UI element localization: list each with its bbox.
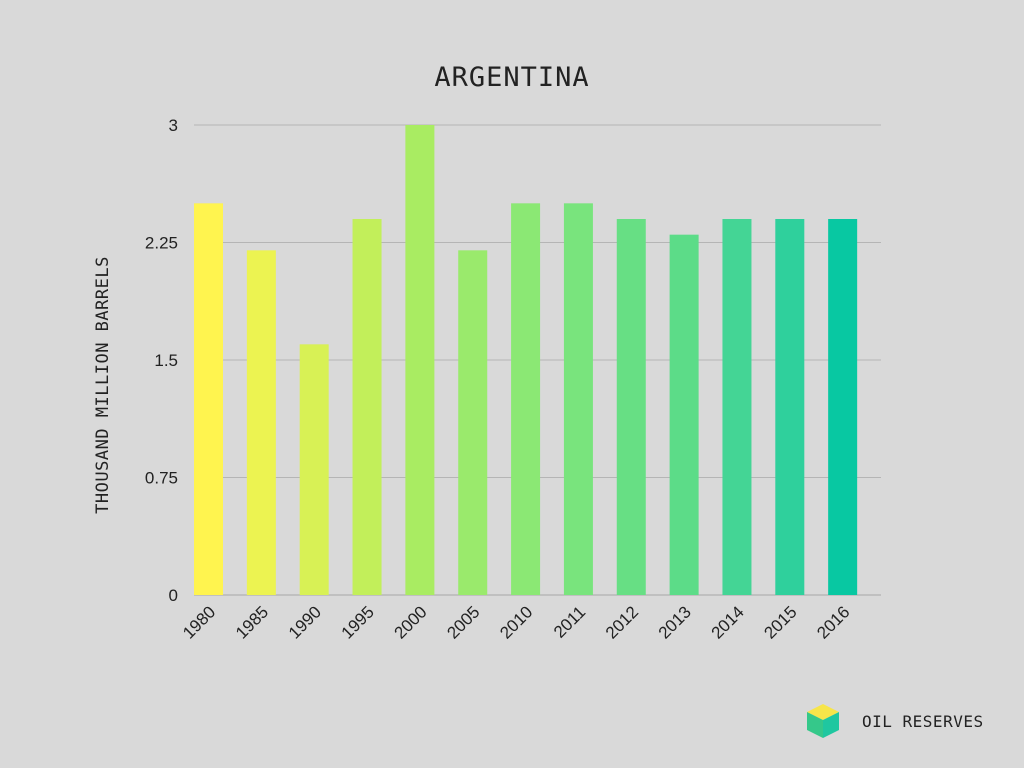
y-tick-label: 2.25 xyxy=(145,234,178,253)
bar-2012 xyxy=(616,219,646,595)
bar-2014 xyxy=(722,219,752,595)
bar-2013 xyxy=(669,234,699,595)
bar-1985 xyxy=(246,250,276,596)
y-tick-label: 1.5 xyxy=(154,351,178,370)
bar-1995 xyxy=(352,219,382,595)
y-tick-label: 0.75 xyxy=(145,469,178,488)
bar-2016 xyxy=(828,219,858,595)
y-tick-label: 0 xyxy=(169,586,178,605)
x-tick-label: 2013 xyxy=(655,602,695,642)
x-axis-ticks: 1980 1985 1990 1995 2000 2005 2010 2011 2012 2013… xyxy=(179,602,853,642)
x-tick-label: 2005 xyxy=(443,602,483,642)
x-tick-label: 1985 xyxy=(232,602,272,642)
y-axis-label: THOUSAND MILLION BARRELS xyxy=(93,256,113,514)
bars xyxy=(194,125,858,596)
bar-2015 xyxy=(775,219,805,595)
bar-2011 xyxy=(563,203,593,596)
x-tick-label: 2014 xyxy=(708,602,748,642)
y-axis-ticks: 0 0.75 1.5 2.25 3 xyxy=(145,116,178,605)
chart-title: ARGENTINA xyxy=(434,62,589,93)
x-tick-label: 1980 xyxy=(179,602,219,642)
bar-1980 xyxy=(194,203,223,596)
y-tick-label: 3 xyxy=(169,116,178,135)
x-tick-label: 2000 xyxy=(391,602,431,642)
x-tick-label: 2015 xyxy=(760,602,800,642)
bar-2005 xyxy=(458,250,488,596)
bar-2000 xyxy=(405,125,435,595)
x-tick-label: 2011 xyxy=(550,602,589,641)
cube-icon xyxy=(807,704,839,738)
bar-2010 xyxy=(511,203,541,596)
brand-label: OIL RESERVES xyxy=(862,711,984,731)
x-tick-label: 2012 xyxy=(602,602,642,642)
x-tick-label: 1990 xyxy=(285,602,325,642)
x-tick-label: 1995 xyxy=(338,602,378,642)
x-tick-label: 2010 xyxy=(496,602,536,642)
x-tick-label: 2016 xyxy=(813,602,853,642)
brand: OIL RESERVES xyxy=(806,703,984,739)
bar-1990 xyxy=(299,344,329,595)
